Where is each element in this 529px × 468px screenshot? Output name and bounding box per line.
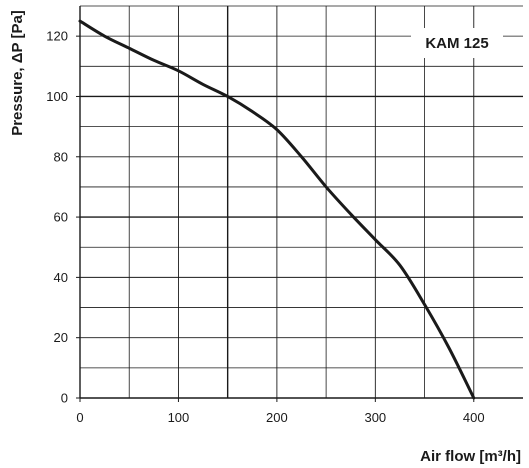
y-tick-label: 20	[54, 330, 68, 345]
x-tick-label: 200	[266, 410, 288, 425]
x-tick-label: 400	[463, 410, 485, 425]
y-tick-label: 0	[61, 391, 68, 406]
y-tick-label: 40	[54, 270, 68, 285]
y-tick-label: 120	[46, 29, 68, 44]
y-tick-label: 100	[46, 89, 68, 104]
x-tick-label: 100	[168, 410, 190, 425]
legend: KAM 125	[411, 28, 503, 58]
legend-entry: KAM 125	[425, 35, 488, 52]
series	[78, 19, 476, 400]
grid	[80, 5, 523, 398]
x-tick-label: 0	[76, 410, 83, 425]
tick-labels: 0 100 200 300 400 0 20 40 60 80 100 120	[46, 29, 484, 425]
x-tick-label: 300	[364, 410, 386, 425]
legend-box	[411, 28, 503, 58]
y-axis-label: Pressure, ΔP [Pa]	[9, 10, 26, 136]
y-tick-label: 80	[54, 149, 68, 164]
y-tick-label: 60	[54, 210, 68, 225]
x-axis-label: Air flow [m³/h]	[420, 448, 521, 465]
series-line-kam-125	[78, 19, 476, 400]
axes	[76, 6, 523, 402]
